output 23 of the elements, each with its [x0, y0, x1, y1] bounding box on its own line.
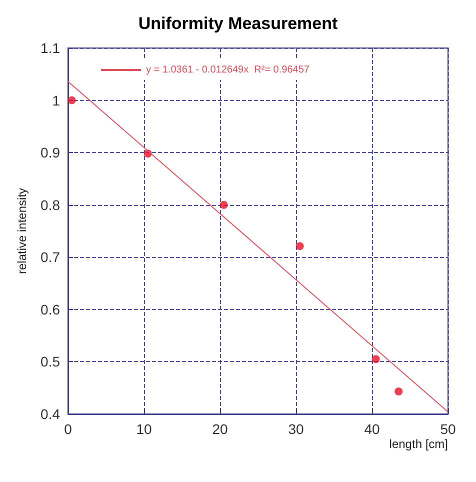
x-tick-label: 30 [288, 421, 304, 437]
point [372, 355, 380, 364]
point [296, 242, 304, 250]
y-tick-label: 1.1 [40, 40, 60, 56]
point [220, 200, 228, 209]
x-tick-label: 20 [212, 421, 228, 437]
y-tick-label: 0.7 [40, 249, 60, 266]
point [394, 388, 403, 396]
legend-label: y = 1.0361 - 0.012649x R²= 0.96457 [146, 64, 310, 76]
x-tick-label: 50 [440, 421, 456, 437]
x-tick-label: 0 [64, 421, 72, 437]
y-tick-label: 0.6 [40, 301, 60, 318]
x-tick-label: 40 [364, 421, 380, 437]
y-tick-label: 0.8 [40, 196, 60, 213]
x-tick-label: 10 [136, 421, 152, 437]
y-tick-label: 0.9 [40, 144, 60, 161]
chart-title: Uniformity Measurement [138, 14, 338, 33]
y-tick-label: 0.5 [40, 354, 60, 370]
x-axis-title: length [cm] [389, 437, 448, 451]
y-tick-label: 1 [52, 92, 60, 108]
point [68, 96, 76, 104]
y-axis-title: relative intensity [15, 188, 29, 274]
y-tick-label: 0.4 [40, 406, 60, 422]
